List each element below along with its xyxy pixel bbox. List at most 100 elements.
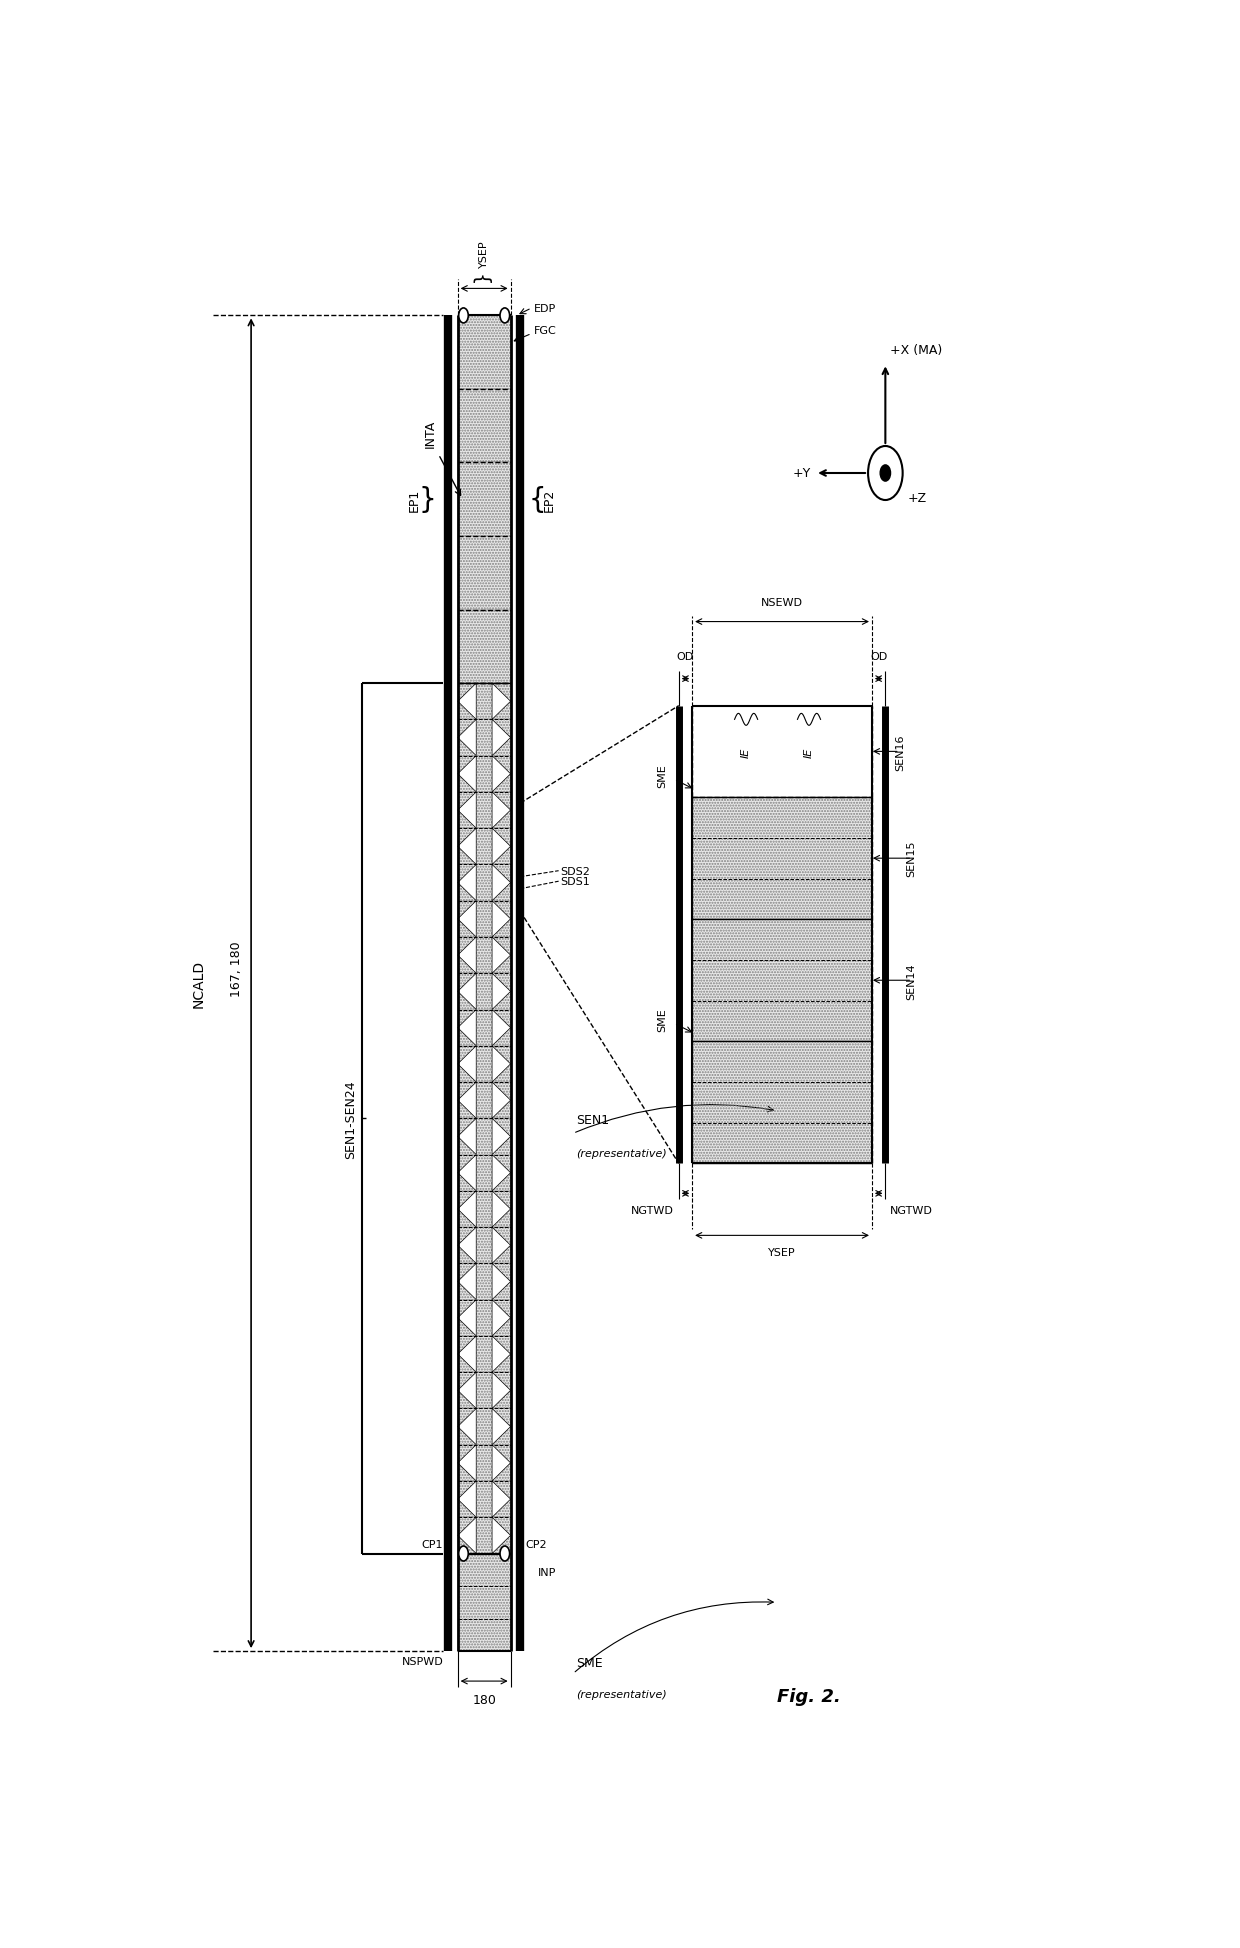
Polygon shape <box>492 1046 511 1083</box>
Bar <box>692 1042 872 1163</box>
Text: NGTWD: NGTWD <box>631 1206 675 1216</box>
Polygon shape <box>458 937 476 974</box>
Text: 180: 180 <box>472 1693 496 1706</box>
Text: NCALD: NCALD <box>191 960 206 1007</box>
Bar <box>692 707 872 799</box>
Bar <box>458 1517 511 1555</box>
Polygon shape <box>492 1192 511 1227</box>
Circle shape <box>868 446 903 501</box>
Bar <box>458 1555 511 1652</box>
Text: NGTWD: NGTWD <box>890 1206 932 1216</box>
Polygon shape <box>492 1373 511 1408</box>
Bar <box>458 1336 511 1373</box>
Polygon shape <box>492 793 511 828</box>
Bar <box>692 1042 872 1163</box>
Bar <box>458 756 511 793</box>
Bar <box>458 756 511 793</box>
Polygon shape <box>458 1408 476 1445</box>
Circle shape <box>500 308 510 323</box>
Text: OD: OD <box>677 651 694 660</box>
Bar <box>458 1155 511 1192</box>
Polygon shape <box>458 1192 476 1227</box>
Text: FGC: FGC <box>533 325 557 337</box>
Bar <box>458 1118 511 1155</box>
Polygon shape <box>492 1227 511 1264</box>
Text: EP2: EP2 <box>543 489 556 512</box>
Text: 167, 180: 167, 180 <box>231 941 243 997</box>
Text: }: } <box>418 485 435 514</box>
Polygon shape <box>492 1299 511 1336</box>
Bar <box>458 902 511 937</box>
Polygon shape <box>458 902 476 937</box>
Polygon shape <box>458 1336 476 1373</box>
Text: Fig. 2.: Fig. 2. <box>776 1687 841 1704</box>
Bar <box>458 1155 511 1192</box>
Polygon shape <box>458 1083 476 1118</box>
Text: SEN14: SEN14 <box>906 962 916 999</box>
Text: SEN15: SEN15 <box>906 840 916 877</box>
Bar <box>458 538 511 610</box>
Bar <box>458 316 511 390</box>
Bar <box>458 1445 511 1480</box>
Polygon shape <box>492 1118 511 1155</box>
Bar <box>458 1192 511 1227</box>
Bar <box>458 1083 511 1118</box>
Circle shape <box>500 1547 510 1560</box>
Polygon shape <box>458 1264 476 1299</box>
Bar <box>458 793 511 828</box>
Bar <box>458 1009 511 1046</box>
Text: YSEP: YSEP <box>479 242 489 269</box>
Polygon shape <box>492 684 511 721</box>
Bar <box>458 316 511 390</box>
Polygon shape <box>458 1517 476 1555</box>
Bar <box>458 610 511 684</box>
Polygon shape <box>492 902 511 937</box>
Text: SDS1: SDS1 <box>560 877 590 886</box>
Bar <box>458 974 511 1009</box>
Bar <box>692 919 872 1042</box>
Bar <box>458 1083 511 1118</box>
Bar <box>458 902 511 937</box>
Text: {: { <box>470 275 489 286</box>
Bar <box>458 1480 511 1517</box>
Text: +X (MA): +X (MA) <box>890 343 942 356</box>
Bar <box>458 1373 511 1408</box>
Polygon shape <box>492 865 511 902</box>
Polygon shape <box>458 1118 476 1155</box>
Bar <box>458 828 511 865</box>
Polygon shape <box>458 1227 476 1264</box>
Polygon shape <box>492 828 511 865</box>
Bar <box>458 1264 511 1299</box>
Bar <box>458 1118 511 1155</box>
Polygon shape <box>458 1009 476 1046</box>
Circle shape <box>459 308 469 323</box>
Polygon shape <box>492 756 511 793</box>
Bar <box>458 610 511 684</box>
Bar <box>458 1480 511 1517</box>
Polygon shape <box>458 1373 476 1408</box>
Text: SME: SME <box>657 764 667 787</box>
Polygon shape <box>492 721 511 756</box>
Polygon shape <box>458 1480 476 1517</box>
Text: +Z: +Z <box>908 491 926 505</box>
Bar <box>458 684 511 721</box>
Bar <box>458 464 511 538</box>
Bar <box>458 1299 511 1336</box>
Polygon shape <box>492 1155 511 1192</box>
Polygon shape <box>458 865 476 902</box>
Text: OD: OD <box>870 651 888 660</box>
Bar <box>458 464 511 538</box>
Polygon shape <box>458 1155 476 1192</box>
Text: NSPWD: NSPWD <box>402 1656 444 1666</box>
Text: INP: INP <box>537 1566 556 1576</box>
Polygon shape <box>458 1299 476 1336</box>
Polygon shape <box>492 1517 511 1555</box>
Bar <box>458 1192 511 1227</box>
Text: IE: IE <box>742 746 751 758</box>
Polygon shape <box>492 1336 511 1373</box>
Bar <box>458 1555 511 1652</box>
Bar <box>458 1445 511 1480</box>
Text: INTA: INTA <box>424 419 436 448</box>
Bar <box>458 721 511 756</box>
Text: EP1: EP1 <box>408 489 420 512</box>
